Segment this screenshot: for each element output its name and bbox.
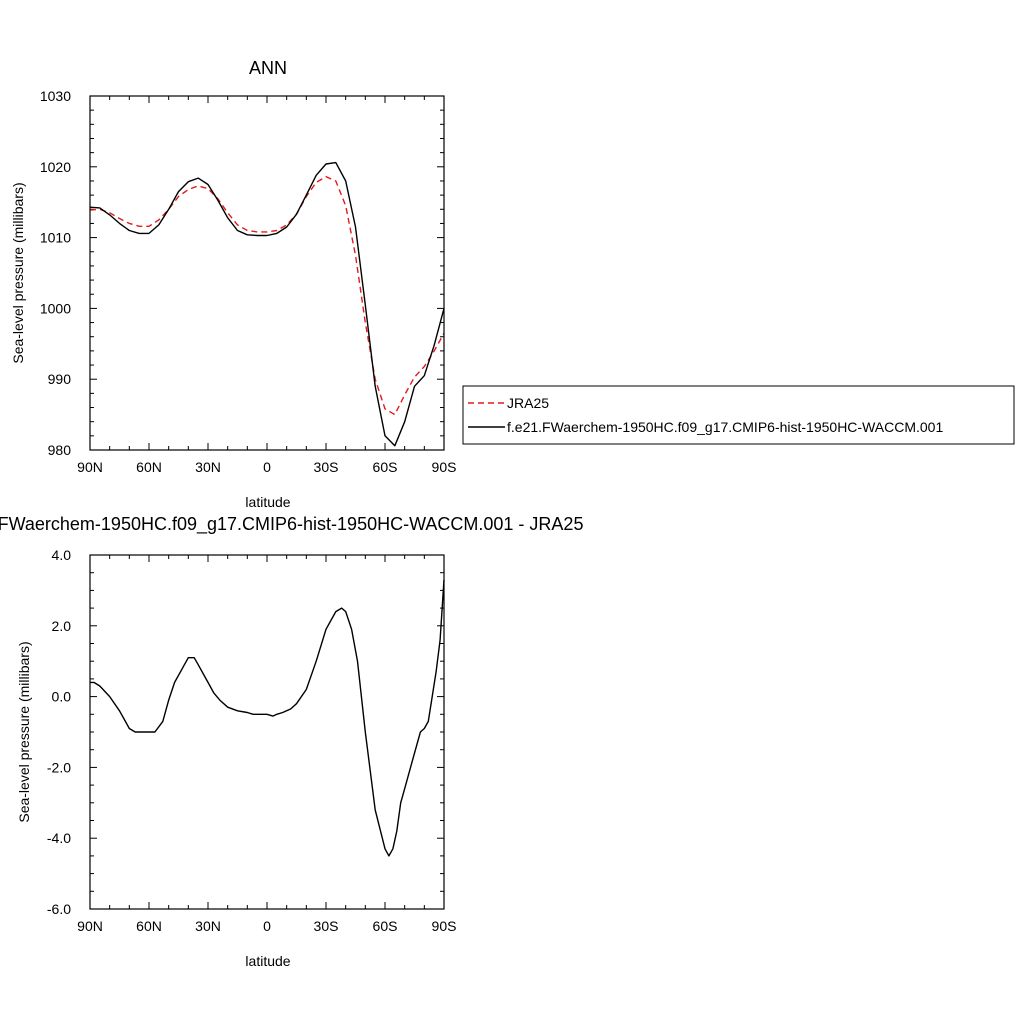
x-tick-label: 30N <box>195 459 221 475</box>
axis-ticks <box>89 554 445 910</box>
y-tick-label: 1020 <box>40 159 71 175</box>
y-tick-label: 980 <box>48 442 72 458</box>
panel-difference: f.e21.FWaerchem-1950HC.f09_g17.CMIP6-his… <box>0 514 583 969</box>
y-tick-label: 4.0 <box>52 547 72 563</box>
x-axis-label: latitude <box>245 953 290 969</box>
x-tick-label: 30S <box>314 918 339 934</box>
x-tick-label: 30S <box>314 459 339 475</box>
legend: JRA25 f.e21.FWaerchem-1950HC.f09_g17.CMI… <box>462 385 1015 445</box>
y-tick-label: 2.0 <box>52 618 72 634</box>
x-tick-label: 60N <box>136 918 162 934</box>
series-line-jra25 <box>89 175 445 416</box>
x-tick-label: 60N <box>136 459 162 475</box>
x-tick-label: 60S <box>373 918 398 934</box>
series-lines <box>89 161 445 447</box>
y-tick-label: 1030 <box>40 88 71 104</box>
x-tick-label: 0 <box>263 918 271 934</box>
series-line-model <box>89 161 445 447</box>
x-axis-label: latitude <box>245 494 290 510</box>
y-tick-labels: 980 990 1000 1010 1020 1030 <box>40 88 71 458</box>
y-axis-label: Sea-level pressure (millibars) <box>16 641 32 822</box>
axis-ticks <box>89 95 445 451</box>
series-line-difference <box>90 579 445 857</box>
x-tick-label: 90N <box>77 918 103 934</box>
x-tick-label: 90S <box>432 459 457 475</box>
x-tick-labels: 90N 60N 30N 0 30S 60S 90S <box>77 459 456 475</box>
difference-title: f.e21.FWaerchem-1950HC.f09_g17.CMIP6-his… <box>0 514 583 535</box>
legend-box <box>462 385 1015 445</box>
y-axis-label: Sea-level pressure (millibars) <box>10 182 26 363</box>
plot-frame <box>89 554 445 910</box>
x-tick-label: 60S <box>373 459 398 475</box>
x-tick-label: 0 <box>263 459 271 475</box>
panel-annual-mean: ANN latitude Sea-level pressure (milliba… <box>10 58 456 510</box>
y-tick-label: 990 <box>48 371 72 387</box>
x-tick-labels: 90N 60N 30N 0 30S 60S 90S <box>77 918 456 934</box>
x-tick-label: 90S <box>432 918 457 934</box>
plot-frame <box>89 95 445 451</box>
y-tick-labels: -6.0 -4.0 -2.0 0.0 2.0 4.0 <box>47 547 71 917</box>
legend-label-jra25: JRA25 <box>507 395 549 411</box>
x-tick-label: 90N <box>77 459 103 475</box>
y-tick-label: 0.0 <box>52 689 72 705</box>
legend-label-model: f.e21.FWaerchem-1950HC.f09_g17.CMIP6-his… <box>507 419 943 435</box>
y-tick-label: -6.0 <box>47 901 71 917</box>
series-lines <box>90 579 445 857</box>
x-tick-label: 30N <box>195 918 221 934</box>
y-tick-label: 1010 <box>40 230 71 246</box>
y-tick-label: -2.0 <box>47 759 71 775</box>
chart-title: ANN <box>249 58 287 78</box>
y-tick-label: -4.0 <box>47 830 71 846</box>
y-tick-label: 1000 <box>40 300 71 316</box>
